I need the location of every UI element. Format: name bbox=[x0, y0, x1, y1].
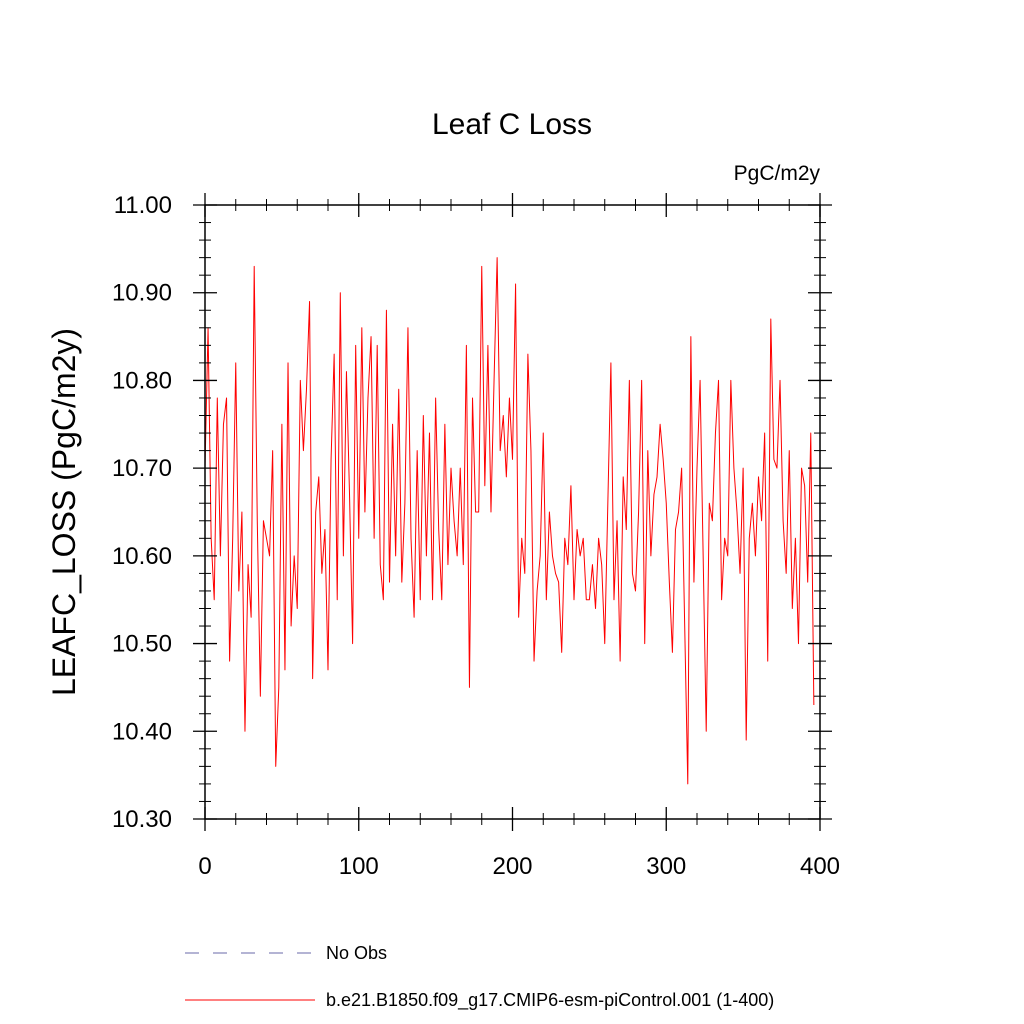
series-line-0 bbox=[204, 257, 815, 785]
legend-label-model-run: b.e21.B1850.f09_g17.CMIP6-esm-piControl.… bbox=[326, 990, 774, 1011]
axes: 0 100 200 300 400 10.30 10.40 10.50 10.60 10.70 10… bbox=[112, 192, 840, 880]
x-tick-label: 200 bbox=[492, 853, 532, 880]
y-tick-label: 10.60 bbox=[112, 543, 172, 570]
plot-area bbox=[204, 257, 815, 785]
x-tick-label: 400 bbox=[800, 853, 840, 880]
y-tick-label: 10.40 bbox=[112, 718, 172, 745]
plot-frame bbox=[204, 204, 821, 820]
units-label: PgC/m2y bbox=[734, 162, 821, 185]
y-tick-label: 10.80 bbox=[112, 367, 172, 394]
legend: No Obs b.e21.B1850.f09_g17.CMIP6-esm-piC… bbox=[185, 943, 774, 1011]
y-axis-label: LEAFC_LOSS (PgC/m2y) bbox=[46, 328, 82, 696]
x-tick-label: 100 bbox=[339, 853, 379, 880]
x-tick-label: 0 bbox=[198, 853, 211, 880]
y-tick-label: 10.30 bbox=[112, 806, 172, 833]
legend-label-no-obs: No Obs bbox=[326, 943, 387, 963]
y-tick-label: 10.50 bbox=[112, 631, 172, 658]
y-tick-label: 10.90 bbox=[112, 280, 172, 307]
y-tick-label: 10.70 bbox=[112, 455, 172, 482]
y-tick-label: 11.00 bbox=[114, 192, 172, 219]
x-tick-label: 300 bbox=[646, 853, 686, 880]
chart-title: Leaf C Loss bbox=[432, 108, 592, 141]
